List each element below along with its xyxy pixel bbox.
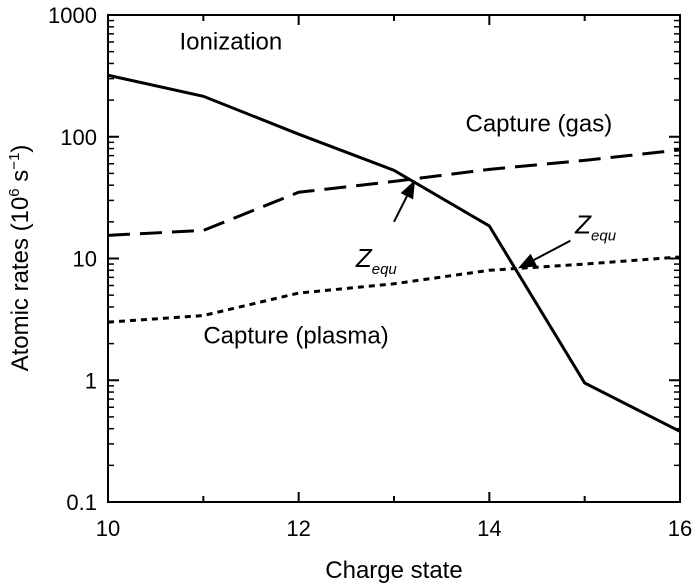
z-equ-plasma-arrow-head <box>517 253 538 269</box>
capture-plasma-label: Capture (plasma) <box>203 323 388 350</box>
series-capture-gas <box>107 148 681 237</box>
z-equ-gas: Zequ <box>355 180 415 278</box>
z-equ-plasma-label-z: Z <box>574 210 592 240</box>
y-tick-label: 0.1 <box>66 490 97 515</box>
x-tick-label: 14 <box>477 516 501 541</box>
z-equ-gas-arrow-head <box>400 180 415 200</box>
y-axis-title-mid: s <box>7 170 34 189</box>
z-equ-plasma-label-sub: equ <box>591 228 617 245</box>
series-ionization <box>107 73 681 433</box>
y-axis-title-prefix: Atomic rates (10 <box>7 197 34 372</box>
x-tick-label: 16 <box>668 516 692 541</box>
z-equ-gas-label-sub: equ <box>372 261 398 278</box>
z-equ-gas-label-z: Z <box>355 243 373 273</box>
y-tick-label: 1000 <box>48 3 97 28</box>
x-tick-label: 10 <box>96 516 120 541</box>
series-labels: Ionization Capture (gas) Capture (plasma) <box>180 29 613 350</box>
series-capture-plasma <box>107 255 681 324</box>
z-equ-gas-label: Zequ <box>355 243 398 278</box>
axis-ticks: 10 12 14 16 0.1 1 10 100 1000 <box>48 3 692 541</box>
x-tick-label: 12 <box>286 516 310 541</box>
plot-frame <box>107 14 681 503</box>
data-series <box>107 73 681 433</box>
y-tick-label: 10 <box>73 247 97 272</box>
y-axis-title-suffix: ) <box>7 145 34 153</box>
z-equ-plasma-label: Zequ <box>574 210 617 245</box>
z-equ-gas-arrow-shaft <box>393 195 408 223</box>
x-axis-title: Charge state <box>325 557 462 584</box>
y-axis-title: Atomic rates (106 s−1) <box>6 145 34 372</box>
y-axis-title-sup2: −1 <box>6 153 23 170</box>
y-tick-label: 100 <box>60 125 97 150</box>
z-equ-plasma-arrow-shaft <box>533 239 571 261</box>
y-axis-title-sup1: 6 <box>6 188 23 196</box>
capture-gas-label: Capture (gas) <box>466 111 613 138</box>
y-tick-label: 1 <box>85 368 97 393</box>
z-equ-plasma: Zequ <box>517 210 617 269</box>
ionization-label: Ionization <box>180 29 283 56</box>
